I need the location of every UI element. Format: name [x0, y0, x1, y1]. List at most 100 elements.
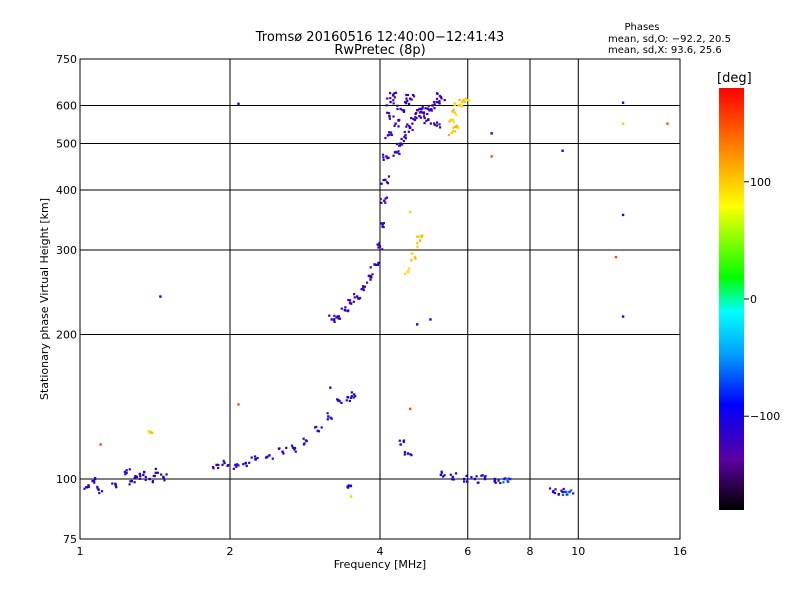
x-tick-label: 1: [77, 545, 84, 558]
echo-point: [403, 451, 407, 454]
echo-point: [223, 461, 226, 465]
echo-point: [392, 99, 395, 102]
echo-point: [473, 477, 477, 481]
chart-subtitle: RwPretec (8p): [334, 43, 425, 58]
echo-point: [382, 156, 385, 159]
echo-point: [352, 393, 356, 396]
echo-point: [403, 135, 406, 139]
x-tick-label: 16: [673, 545, 687, 558]
echo-point: [442, 475, 445, 478]
echo-point: [355, 295, 359, 298]
echo-point: [150, 431, 154, 434]
echo-point: [99, 443, 102, 446]
echo-point: [315, 425, 318, 428]
echo-point: [340, 307, 343, 310]
echo-point: [317, 430, 321, 433]
echo-point: [462, 99, 465, 102]
echo-point: [406, 99, 409, 102]
echo-point: [345, 399, 348, 402]
echo-point: [254, 458, 257, 461]
echo-point: [268, 454, 271, 457]
echo-point: [96, 487, 99, 490]
echo-point: [420, 110, 423, 113]
echo-point: [426, 107, 429, 110]
echo-point: [344, 306, 347, 309]
echo-point: [256, 456, 259, 460]
series-scattered-misc: [349, 122, 625, 498]
echo-point: [148, 431, 151, 434]
y-tick-label: 300: [56, 244, 77, 257]
echo-point: [409, 407, 412, 411]
echo-point: [389, 96, 392, 100]
echo-point: [413, 118, 417, 122]
echo-point: [386, 157, 389, 160]
echo-point: [333, 318, 336, 321]
echo-point: [438, 102, 441, 105]
echo-point: [404, 137, 407, 140]
echo-point: [148, 477, 151, 481]
y-tick-label: 500: [56, 138, 77, 151]
echo-point: [452, 120, 456, 123]
echo-point: [435, 124, 438, 127]
echo-point: [393, 96, 396, 99]
echo-point: [369, 276, 372, 279]
echo-point: [426, 112, 429, 116]
echo-point: [395, 142, 398, 146]
echo-point: [123, 470, 126, 473]
y-axis-label: Stationary phase Virtual Height [km]: [38, 198, 51, 400]
echo-point: [371, 273, 374, 276]
echo-point: [465, 474, 468, 477]
echo-point: [359, 296, 362, 300]
x-tick-label: 4: [377, 545, 384, 558]
echo-point: [346, 310, 349, 313]
echo-point: [621, 213, 625, 217]
echo-point: [451, 475, 455, 479]
echo-point: [453, 130, 457, 133]
echo-point: [392, 115, 395, 118]
y-tick-label: 75: [63, 533, 77, 546]
echo-point: [162, 477, 165, 480]
echo-point: [493, 479, 497, 482]
echo-point: [461, 100, 464, 103]
echo-point: [493, 477, 497, 481]
chart-title: Tromsø 20160516 12:40:00−12:41:43: [255, 30, 505, 45]
echo-point: [440, 97, 443, 100]
echo-point: [329, 416, 332, 419]
echo-point: [502, 481, 505, 484]
echo-point: [385, 155, 388, 158]
echo-point: [346, 485, 349, 488]
echo-point: [245, 464, 248, 468]
echo-point: [440, 471, 443, 474]
echo-point: [293, 448, 296, 451]
x-tick-label: 6: [464, 545, 471, 558]
echo-point: [424, 107, 427, 110]
echo-point: [463, 100, 467, 104]
y-tick-label: 750: [56, 53, 77, 66]
echo-point: [565, 490, 568, 494]
echo-point: [385, 196, 389, 199]
echo-point: [403, 109, 406, 112]
echo-point: [438, 94, 441, 98]
echo-point: [406, 93, 410, 97]
echo-point: [98, 491, 101, 495]
echo-point: [404, 272, 407, 275]
echo-point: [320, 426, 323, 429]
echo-point: [378, 241, 381, 245]
echo-point: [379, 197, 382, 201]
echo-point: [466, 480, 469, 483]
echo-point: [408, 124, 411, 128]
echo-point: [385, 181, 389, 184]
echo-point: [227, 464, 230, 467]
echo-point: [87, 485, 90, 488]
echo-point: [435, 97, 439, 100]
echo-point: [165, 473, 168, 476]
echo-point: [396, 107, 399, 111]
echo-point: [367, 274, 371, 278]
echo-point: [337, 315, 340, 318]
echo-point: [416, 109, 419, 112]
echo-point: [349, 485, 352, 488]
colorbar-label: [deg]: [717, 71, 752, 86]
echo-point: [248, 461, 251, 464]
echo-point: [466, 98, 469, 102]
echo-point: [237, 102, 240, 105]
